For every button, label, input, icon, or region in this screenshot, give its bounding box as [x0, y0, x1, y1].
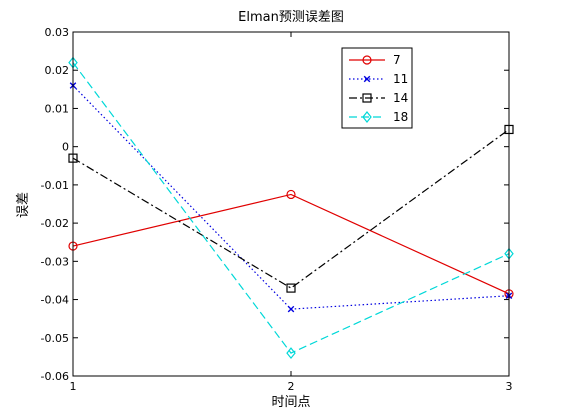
plot-background	[73, 32, 509, 376]
data-point-7-2	[286, 189, 296, 200]
legend-marker-11	[363, 75, 371, 83]
series-line-14	[72, 128, 510, 289]
series-layer	[68, 56, 514, 360]
legend-label-18: 18	[393, 110, 408, 124]
legend-item-11: 11	[349, 72, 408, 86]
legend-marker-18	[362, 111, 372, 123]
data-point-14-2	[286, 283, 296, 293]
y-tick-label: -0.05	[41, 332, 69, 345]
x-tick-label: 1	[70, 380, 77, 393]
data-point-11-2	[287, 305, 295, 313]
legend: 7 11 14 18	[341, 47, 413, 129]
legend-marker-14	[362, 93, 372, 103]
x-tick-label: 2	[288, 380, 295, 393]
y-tick-label: -0.03	[41, 255, 69, 268]
y-axis-label: 误差	[16, 192, 31, 218]
y-tick-label: -0.06	[41, 370, 69, 383]
legend-label-7: 7	[393, 53, 401, 67]
series-line-7	[72, 193, 510, 295]
series-line-18	[72, 62, 510, 354]
axes-layer: 1 2 3 0.03 0.02 0.01 0 -0.01 -0.02 -0.03 -0.04 -0.0…	[41, 26, 513, 393]
legend-item-18: 18	[349, 110, 408, 124]
legend-label-14: 14	[393, 91, 408, 105]
y-tick-label: 0	[62, 141, 69, 154]
plot-area	[73, 32, 509, 376]
y-tick-label: 0.02	[45, 64, 70, 77]
y-tick-label: 0.01	[45, 102, 70, 115]
legend-item-7: 7	[349, 53, 401, 67]
y-tick-label: -0.01	[41, 179, 69, 192]
y-tick-label: -0.02	[41, 217, 69, 230]
legend-marker-7	[362, 55, 372, 65]
legend-item-14: 14	[349, 91, 408, 105]
chart-title: Elman预测误差图	[238, 10, 344, 25]
x-tick-label: 3	[506, 380, 513, 393]
legend-box	[341, 47, 413, 129]
y-tick-label: -0.04	[41, 294, 69, 307]
y-tick-label: 0.03	[45, 26, 70, 39]
x-axis-label: 时间点	[271, 395, 310, 410]
data-point-18-2	[286, 347, 296, 360]
legend-label-11: 11	[393, 72, 408, 86]
